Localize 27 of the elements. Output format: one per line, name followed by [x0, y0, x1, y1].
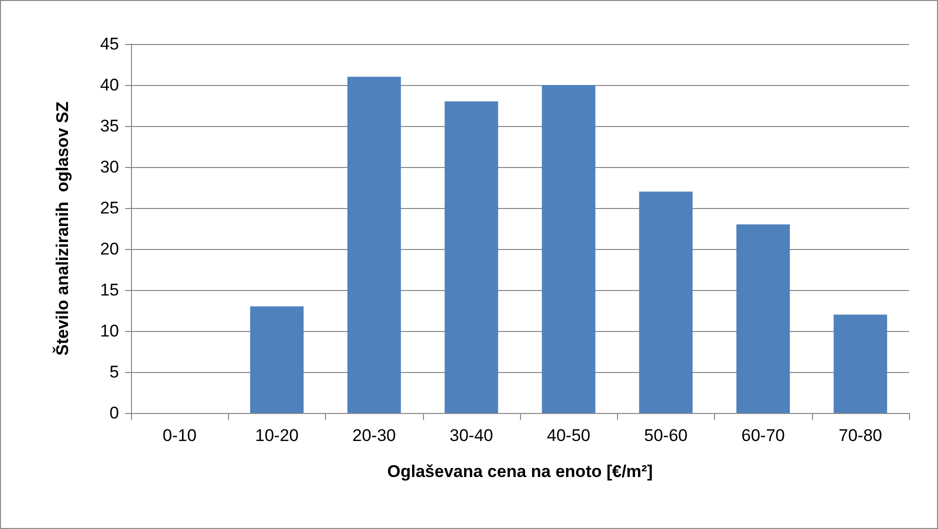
bar: [736, 224, 790, 413]
bar: [834, 314, 888, 413]
y-tick-label: 5: [110, 362, 119, 382]
bar: [444, 101, 498, 413]
x-tick-label: 20-30: [352, 426, 396, 445]
bar: [542, 85, 596, 413]
y-tick-label: 30: [100, 158, 119, 176]
y-tick-label: 40: [100, 76, 119, 94]
x-tick-label: 40-50: [546, 426, 590, 445]
y-tick-label: 35: [100, 116, 119, 136]
y-tick-label: 0: [110, 404, 119, 422]
y-tick-label: 20: [100, 240, 119, 258]
y-tick-label: 15: [100, 280, 119, 300]
bar: [347, 76, 401, 413]
bar: [250, 306, 304, 413]
x-tick-label: 0-10: [162, 426, 197, 445]
bar: [639, 192, 693, 413]
y-tick-label: 45: [100, 34, 119, 54]
x-tick-label: 70-80: [838, 426, 882, 445]
y-tick-label: 25: [100, 198, 119, 218]
x-tick-label: 50-60: [644, 426, 688, 445]
x-tick-label: 30-40: [450, 426, 494, 445]
y-tick-label: 10: [100, 322, 119, 340]
x-tick-label: 60-70: [741, 426, 785, 445]
x-axis-title: Oglaševana cena na enoto [€/m²]: [387, 462, 653, 481]
x-tick-label: 10-20: [255, 426, 299, 445]
y-axis-title: Število analiziranih oglasov SZ: [52, 101, 72, 356]
